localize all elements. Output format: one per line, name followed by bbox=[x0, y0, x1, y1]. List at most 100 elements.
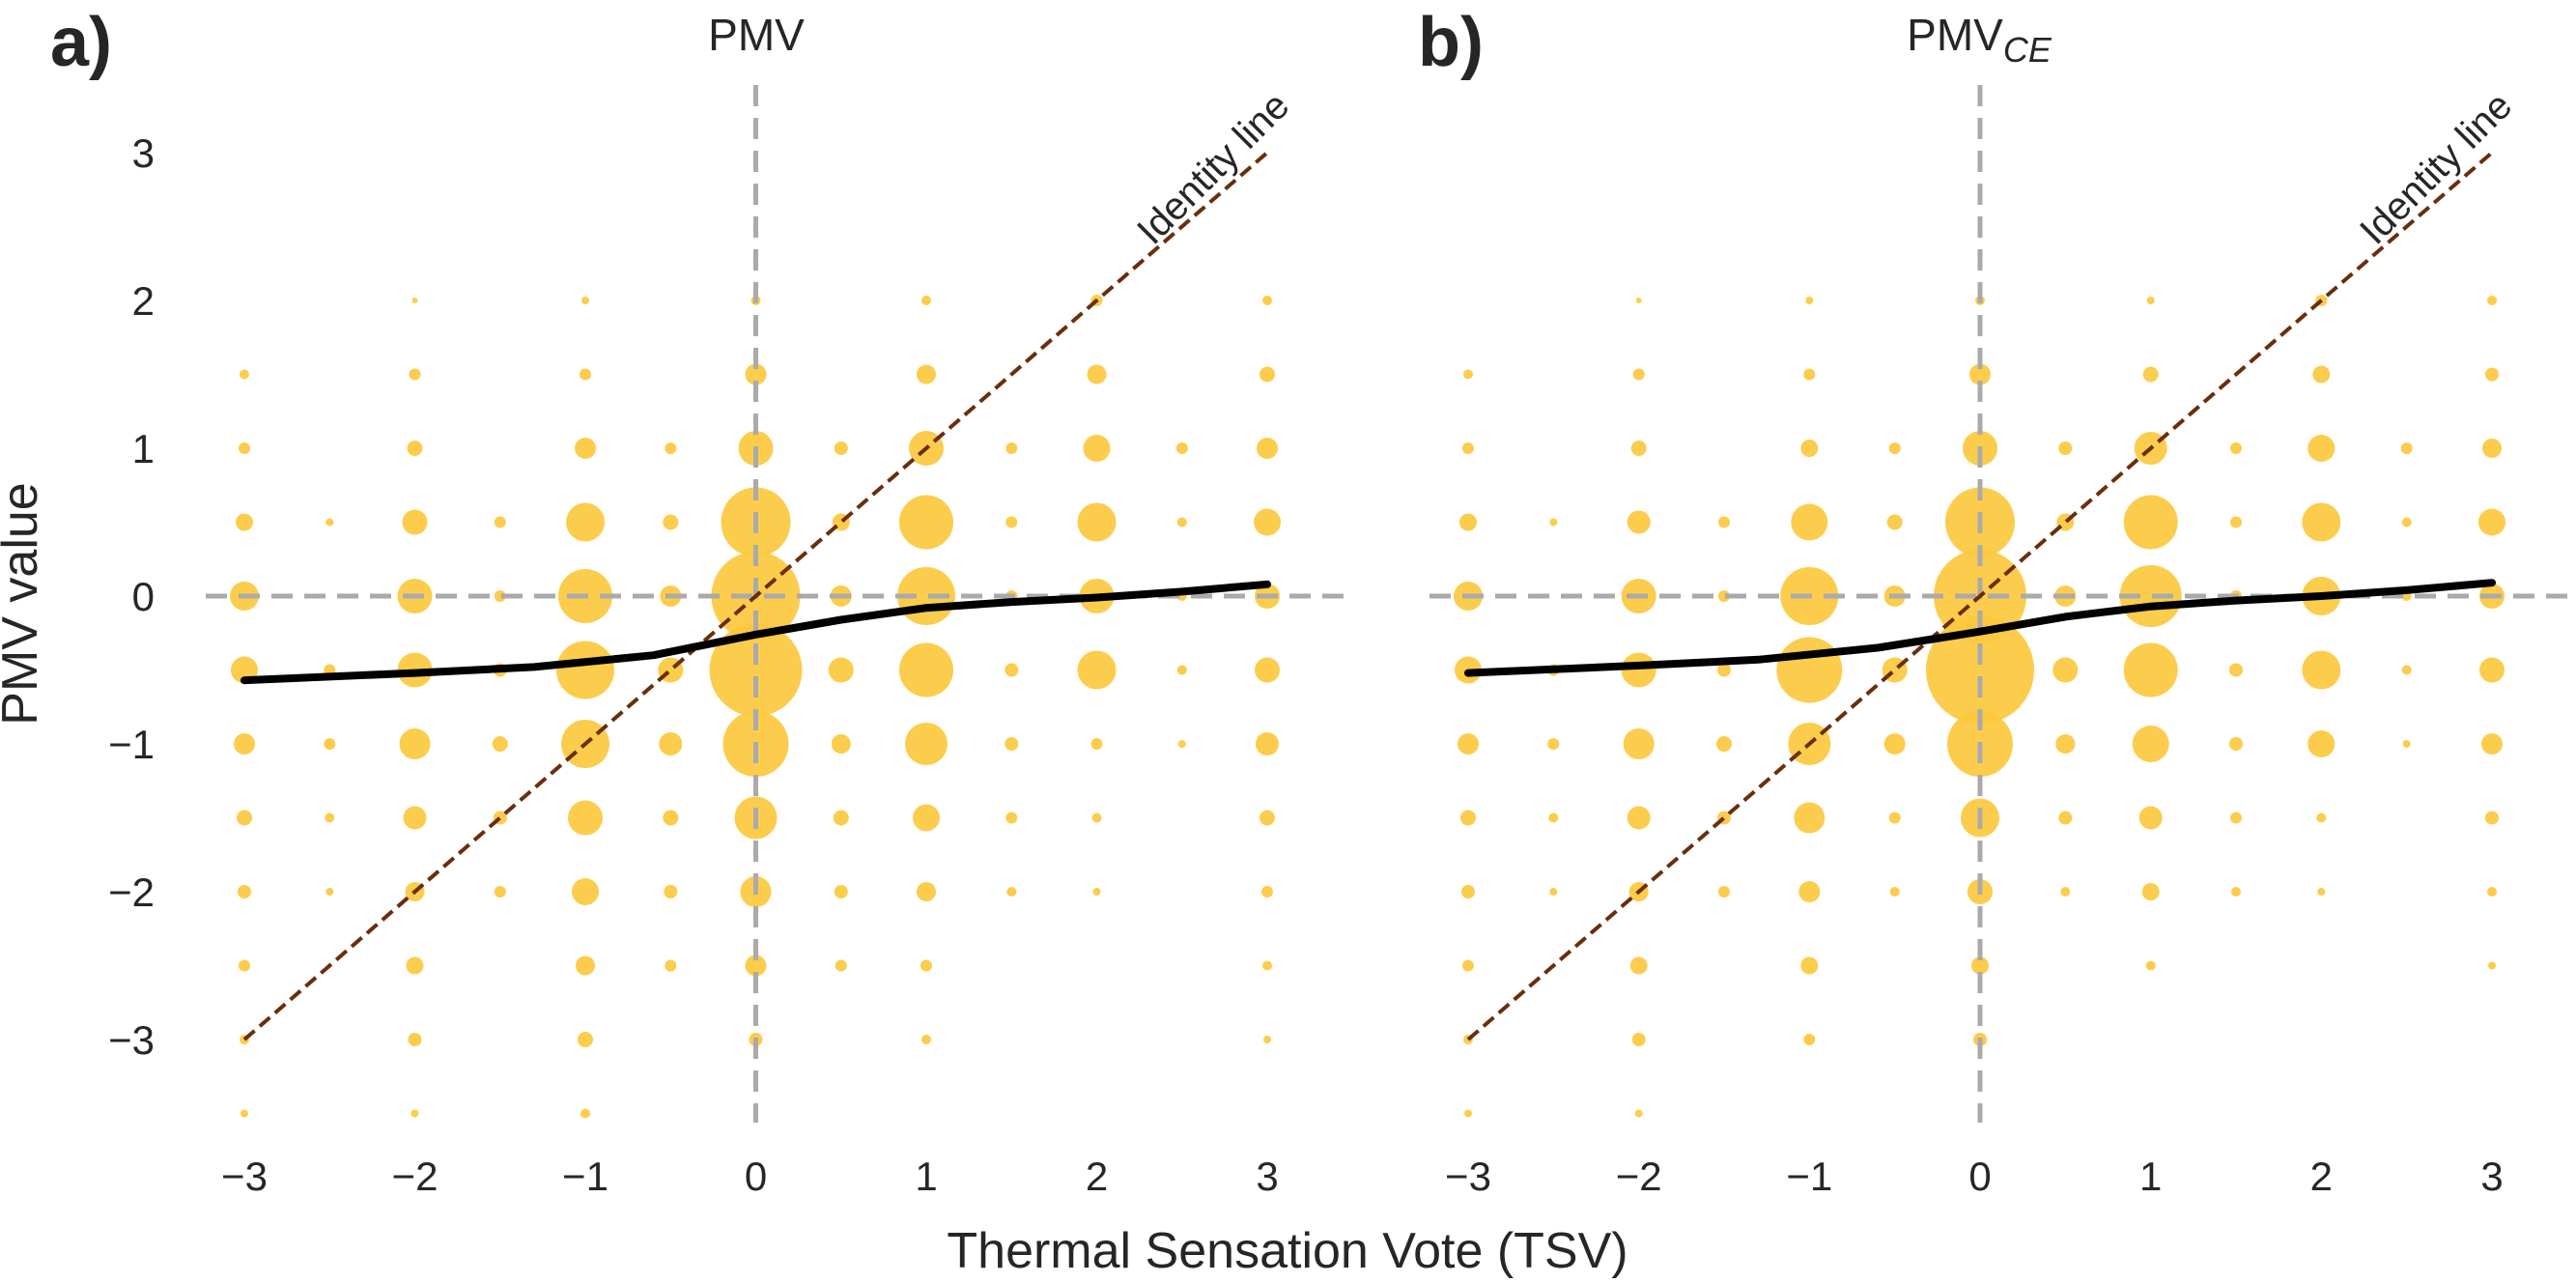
bubble-point bbox=[921, 1035, 931, 1044]
bubble-point bbox=[581, 297, 589, 304]
bubble-point bbox=[663, 810, 679, 826]
bubble-point bbox=[1776, 637, 1843, 703]
x-tick-label: −2 bbox=[1616, 1154, 1662, 1199]
bubble-point bbox=[494, 516, 506, 528]
bubble-point bbox=[2230, 812, 2242, 824]
bubble-point bbox=[899, 642, 953, 698]
bubble-point bbox=[1005, 516, 1018, 528]
bubble-point bbox=[1718, 886, 1730, 898]
trend-line bbox=[241, 580, 1271, 685]
bubble-point bbox=[580, 1108, 590, 1119]
bubble-point bbox=[828, 657, 854, 683]
y-tick-label: 3 bbox=[132, 130, 155, 176]
bubble-point bbox=[663, 514, 679, 530]
bubble-point bbox=[494, 886, 506, 898]
x-tick-label: 0 bbox=[745, 1154, 767, 1199]
bubble-point bbox=[1549, 888, 1558, 896]
bubble-point bbox=[2302, 650, 2341, 690]
bubble-point bbox=[1083, 435, 1111, 462]
bubble-point bbox=[1077, 502, 1117, 542]
bubble-point bbox=[1718, 590, 1730, 602]
bubble-point bbox=[665, 442, 677, 454]
bubble-point bbox=[1175, 442, 1188, 454]
bubble-point bbox=[1462, 959, 1474, 972]
bubble-point bbox=[2132, 726, 2169, 762]
x-tick-label: −2 bbox=[392, 1154, 439, 1199]
panel-letter: b) bbox=[1418, 4, 1484, 81]
bubble-point bbox=[1716, 736, 1732, 752]
bubble-point bbox=[575, 438, 596, 459]
bubble-point bbox=[1005, 442, 1018, 454]
bubble-point bbox=[408, 1033, 422, 1046]
bubble-point bbox=[2123, 642, 2178, 698]
bubble-point bbox=[403, 806, 427, 830]
bubble-point bbox=[1458, 733, 1479, 755]
bubble-point bbox=[920, 959, 932, 972]
bubble-point bbox=[913, 804, 940, 832]
bubble-point bbox=[2229, 737, 2243, 751]
bubble-point bbox=[1805, 297, 1814, 304]
bubble-point bbox=[2402, 740, 2411, 748]
bubble-point bbox=[2055, 734, 2076, 754]
identity-line-label: Identity line bbox=[2352, 84, 2520, 252]
x-tick-label: −1 bbox=[1786, 1154, 1832, 1199]
bubble-point bbox=[409, 368, 421, 381]
bubble-point bbox=[239, 442, 250, 454]
bubble-point bbox=[1256, 732, 1279, 756]
bubble-point bbox=[1627, 510, 1651, 534]
bubble-point bbox=[2401, 665, 2412, 675]
bubble-point bbox=[234, 733, 255, 755]
identity-line bbox=[242, 151, 1269, 1041]
panel-title: PMVCE bbox=[1907, 10, 2052, 70]
bubble-point bbox=[241, 1109, 248, 1118]
bubble-point bbox=[1798, 881, 1821, 902]
bubble-point bbox=[2146, 297, 2155, 304]
bubble-point bbox=[1459, 513, 1477, 531]
bubble-point bbox=[833, 810, 849, 826]
bubble-point bbox=[1262, 960, 1272, 971]
bubble-point bbox=[834, 442, 848, 455]
x-tick-label: −3 bbox=[1445, 1154, 1491, 1199]
bubble-point bbox=[1791, 503, 1828, 541]
bubble-point bbox=[2230, 516, 2242, 528]
bubble-point bbox=[237, 810, 252, 826]
bubble-point bbox=[2058, 811, 2073, 825]
bubble-point bbox=[1460, 810, 1476, 826]
bubble-point bbox=[1260, 366, 1275, 383]
x-tick-label: 1 bbox=[2139, 1154, 2162, 1199]
bubble-point bbox=[1090, 738, 1103, 750]
x-tick-label: −1 bbox=[562, 1154, 609, 1199]
bubble-point bbox=[2138, 806, 2163, 830]
y-tick-label: −2 bbox=[108, 870, 155, 915]
bubble-point bbox=[1254, 508, 1281, 536]
y-tick-label: 2 bbox=[132, 278, 155, 324]
bubble-point bbox=[831, 734, 851, 754]
bubble-point bbox=[1718, 516, 1730, 528]
bubble-point bbox=[1888, 812, 1901, 824]
bubble-point bbox=[240, 369, 249, 380]
bubble-point bbox=[1883, 733, 1906, 755]
bubble-point bbox=[1549, 518, 1558, 527]
bubble-point bbox=[1621, 652, 1656, 688]
identity-line bbox=[1466, 151, 2494, 1041]
bubble-point bbox=[402, 509, 428, 535]
bubble-point bbox=[1255, 657, 1280, 683]
bubble-point bbox=[1176, 517, 1187, 527]
bubble-point bbox=[1464, 1109, 1472, 1118]
bubble-point bbox=[899, 495, 953, 550]
bubble-point bbox=[238, 885, 251, 898]
bubble-point bbox=[407, 441, 423, 456]
y-tick-label: −1 bbox=[108, 722, 155, 767]
bubble-point bbox=[568, 800, 603, 836]
identity-line-label: Identity line bbox=[1129, 84, 1297, 252]
bubble-point bbox=[2401, 517, 2412, 527]
y-tick-label: −3 bbox=[108, 1017, 155, 1063]
bubble-point bbox=[1971, 956, 1989, 975]
bubble-point bbox=[2060, 887, 2071, 897]
bubble-point bbox=[410, 1109, 419, 1118]
panel-a: a) PMV Identity line −3 −2 −1 0 1 2 3 −3 −2 −1 0 1 2 3 bbox=[50, 4, 1349, 1199]
bubble-point bbox=[1005, 663, 1019, 677]
bubble-point bbox=[1926, 615, 2034, 725]
bubble-point bbox=[834, 885, 848, 898]
